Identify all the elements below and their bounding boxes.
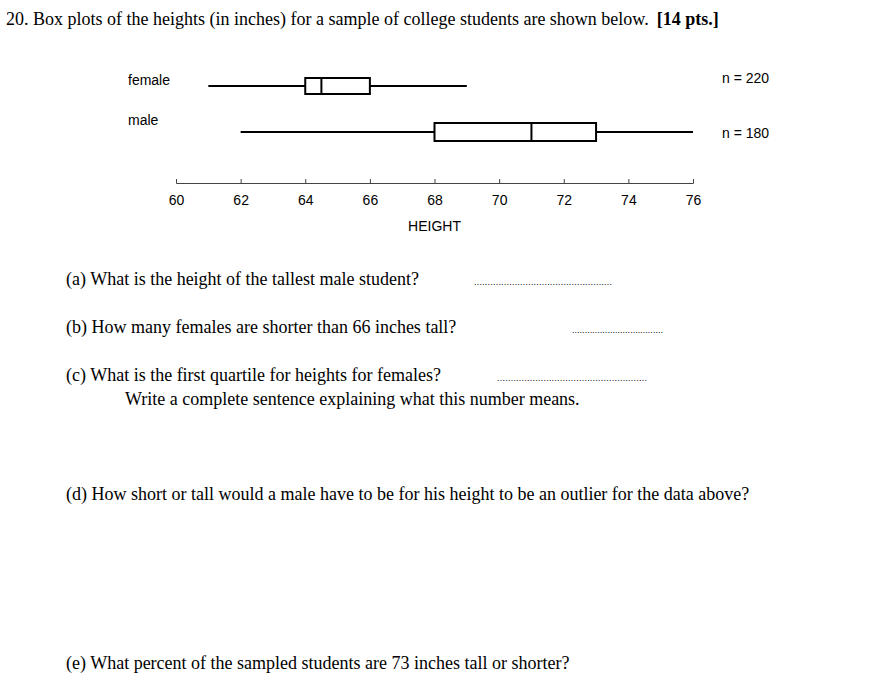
tick: 76: [686, 179, 702, 208]
question: (e) What percent of the sampled students…: [66, 653, 569, 674]
answer-blank: ........................................…: [474, 277, 612, 287]
tick-label: 64: [298, 192, 314, 208]
tick-mark: [693, 179, 694, 183]
whisker-low: [208, 85, 305, 87]
question-follow-up: Write a complete sentence explaining wha…: [125, 389, 580, 409]
tick-label: 62: [233, 192, 249, 208]
x-axis: 60 62 64 66 68 70 72 74 76: [169, 179, 702, 208]
tick-label: 66: [363, 192, 379, 208]
median: [530, 123, 532, 141]
tick-mark: [176, 179, 177, 183]
sample-size: n = 180: [722, 125, 769, 141]
tick-mark: [435, 179, 436, 183]
whisker-high: [370, 85, 467, 87]
tick: 68: [427, 179, 443, 208]
axis-title: HEIGHT: [408, 218, 461, 234]
axis-line: [177, 179, 694, 184]
title-text: 20. Box plots of the heights (in inches)…: [6, 9, 649, 30]
tick-label: 72: [556, 192, 572, 208]
answer-blank: ........................................…: [497, 373, 647, 383]
answer-blank: ....................................: [572, 325, 663, 335]
tick-label: 68: [427, 192, 443, 208]
plot-area: [208, 78, 693, 141]
tick-label: 60: [169, 192, 185, 208]
category-label: male: [128, 112, 159, 128]
tick-mark: [564, 179, 565, 183]
tick: 66: [363, 179, 379, 208]
question: (b) How many females are shorter than 66…: [66, 317, 456, 338]
box: [305, 78, 370, 94]
tick: 74: [621, 179, 637, 208]
tick-mark: [305, 179, 306, 183]
tick-mark: [241, 179, 242, 183]
question-title: 20. Box plots of the heights (in inches)…: [6, 9, 719, 30]
question: (a) What is the height of the tallest ma…: [66, 269, 419, 290]
whisker-low: [241, 131, 435, 133]
tick-mark: [370, 179, 371, 183]
whisker-high: [596, 131, 693, 133]
tick-label: 76: [686, 192, 702, 208]
category-label: female: [128, 72, 170, 88]
tick: 64: [298, 179, 314, 208]
question: (c) What is the first quartile for heigh…: [66, 365, 441, 386]
sample-size: n = 220: [722, 70, 769, 86]
box-plot: [241, 123, 693, 141]
tick-mark: [628, 179, 629, 183]
tick-label: 70: [492, 192, 508, 208]
tick: 62: [233, 179, 249, 208]
tick-mark: [499, 179, 500, 183]
page: 20. Box plots of the heights (in inches)…: [0, 0, 872, 680]
median: [320, 78, 322, 94]
tick: 70: [492, 179, 508, 208]
points: [14 pts.]: [657, 9, 719, 29]
box-plot: [208, 78, 467, 94]
tick-label: 74: [621, 192, 637, 208]
box: [435, 123, 597, 141]
question: (d) How short or tall would a male have …: [66, 484, 749, 505]
tick: 72: [556, 179, 572, 208]
tick: 60: [169, 179, 185, 208]
